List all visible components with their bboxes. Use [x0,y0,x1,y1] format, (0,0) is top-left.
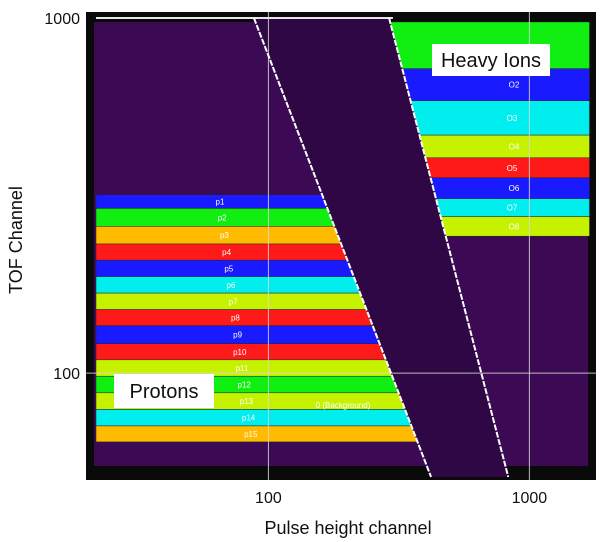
proton-band-p3 [95,226,342,245]
x-axis-label: Pulse height channel [264,518,431,538]
proton-band-label-p2: p2 [218,213,227,222]
background-label: 0 (Background) [316,401,371,410]
chart-band-labels: p1 p2 p3 p4 p5 p6 p7 p8 p9 p10 p11 p12 p13 p14 p15 O2 O3… [114,44,550,439]
diagonal-band [253,18,509,477]
chart-grid [86,12,596,480]
heavy-ion-band-label-O8: O8 [509,222,520,231]
region-label-protons: Protons [130,381,199,403]
heavy-ion-band-label-O3: O3 [507,114,518,123]
boundary-line-2 [388,17,510,478]
heavy-ion-band-label-O2: O2 [509,81,520,90]
proton-band-label-p10: p10 [233,348,247,357]
y-axis-label: TOF Channel [6,186,26,294]
proton-band-label-p11: p11 [236,364,249,373]
chart-ticks: 100 1000 100 1000 [44,11,547,507]
chart-boundary-lines [252,17,510,478]
proton-band-label-p1: p1 [216,198,225,207]
proton-band-label-p12: p12 [238,381,252,390]
proton-band-label-p15: p15 [244,430,258,439]
proton-band-label-p3: p3 [220,231,229,240]
proton-band-label-p5: p5 [224,264,233,273]
proton-band-label-p13: p13 [240,397,254,406]
heavy-ion-band-O3 [410,100,590,136]
heavy-ion-band-label-O4: O4 [509,142,520,151]
proton-band-label-p14: p14 [242,414,256,423]
proton-band-label-p4: p4 [222,248,231,257]
y-tick-label-100: 100 [53,366,80,383]
chart-bands [95,21,590,443]
boundary-line-1 [252,17,432,478]
region-box-protons [114,374,214,408]
heavy-ion-band-label-O7: O7 [507,204,518,213]
x-tick-label-1000: 1000 [512,490,548,507]
heavy-ion-band-label-O6: O6 [509,184,520,193]
region-label-heavy-ions: Heavy Ions [441,50,541,72]
proton-band-p2 [95,208,335,227]
proton-band-label-p8: p8 [231,314,240,323]
region-box-heavy-ions [432,44,550,76]
heavy-ion-band-O4 [419,134,590,159]
y-tick-label-1000: 1000 [44,11,80,28]
proton-band-p1 [95,194,328,209]
x-tick-label-100: 100 [255,490,282,507]
proton-band-label-p6: p6 [227,281,236,290]
heavy-ion-band-label-O5: O5 [507,164,518,173]
proton-band-label-p9: p9 [233,331,242,340]
proton-band-label-p7: p7 [229,297,238,306]
